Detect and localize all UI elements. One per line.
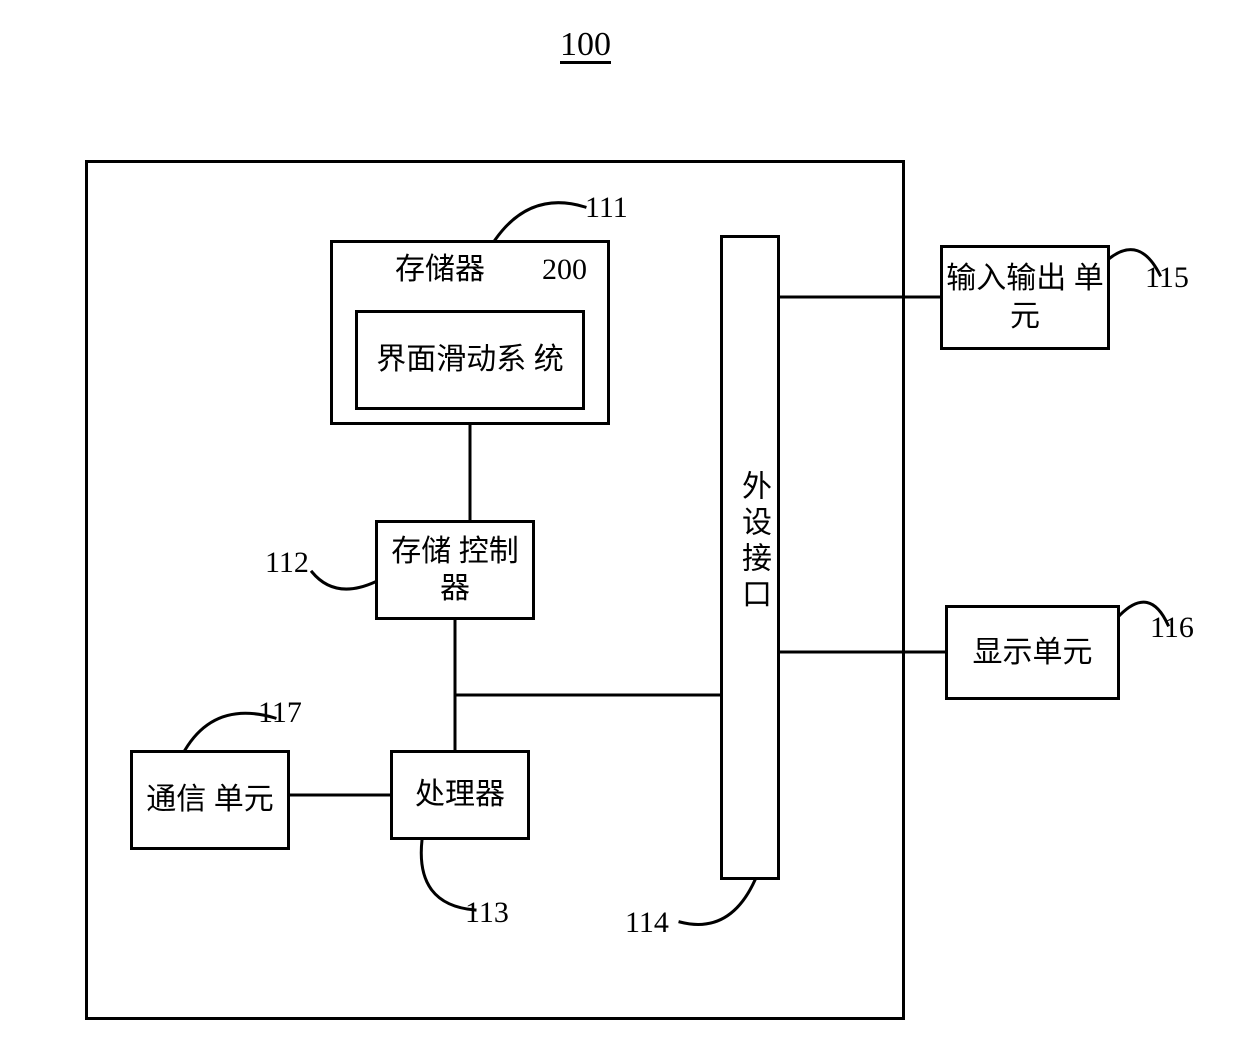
communication-unit-block: 通信 单元: [130, 750, 290, 850]
memory-controller-block: 存储 控制器: [375, 520, 535, 620]
peripheral-interface-label: 外设接口: [735, 470, 771, 614]
ref-116: 116: [1150, 610, 1194, 646]
slide-system-block: 界面滑动系 统: [355, 310, 585, 410]
ref-114: 114: [625, 905, 669, 941]
display-unit-block: 显示单元: [945, 605, 1120, 700]
diagram-stage: 100 存储器 200 界面滑动系 统 存储 控制器 处理器 通信 单元 外设接…: [0, 0, 1240, 1052]
ref-113: 113: [465, 895, 509, 931]
ref-115: 115: [1145, 260, 1189, 296]
ref-117: 117: [258, 695, 302, 731]
io-unit-block: 输入输出 单元: [940, 245, 1110, 350]
figure-ref-100: 100: [560, 25, 611, 66]
ref-112: 112: [265, 545, 309, 581]
memory-subref-200: 200: [542, 252, 587, 288]
memory-label: 存储器: [395, 252, 485, 288]
processor-block: 处理器: [390, 750, 530, 840]
ref-111: 111: [585, 190, 628, 226]
